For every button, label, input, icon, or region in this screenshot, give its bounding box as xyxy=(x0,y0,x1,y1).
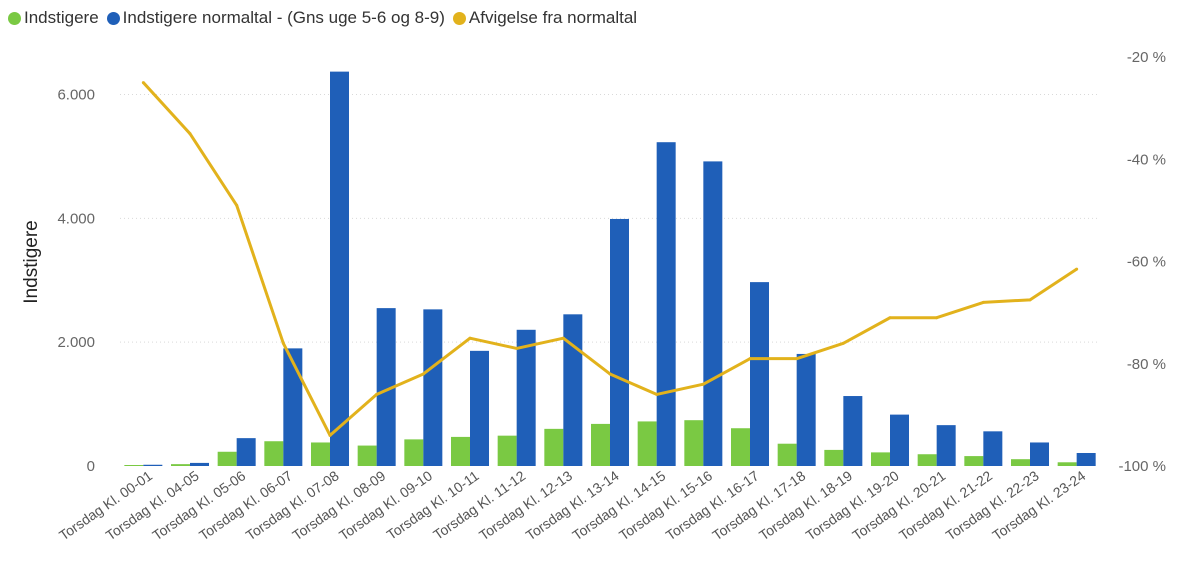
bar-1-1[interactable] xyxy=(171,464,190,466)
y-tick-label-3: 6.000 xyxy=(57,87,95,104)
legend-marker-1 xyxy=(8,11,21,25)
bar-1-3[interactable] xyxy=(264,441,284,466)
line-point-8[interactable] xyxy=(515,346,519,350)
bar-2-3[interactable] xyxy=(283,348,303,466)
line-point-19[interactable] xyxy=(1028,298,1032,302)
legend-label-1: Indstigere xyxy=(24,8,99,27)
legend-marker-3 xyxy=(452,11,466,25)
bar-2-2[interactable] xyxy=(236,438,256,466)
legend-item-3[interactable]: Afvigelse fra normaltal xyxy=(452,8,638,28)
y2-tick-label-0: -20 % xyxy=(1127,49,1166,66)
line-point-3[interactable] xyxy=(281,341,285,345)
bar-2-12[interactable] xyxy=(703,161,723,467)
bar-2-18[interactable] xyxy=(983,431,1003,466)
bar-1-12[interactable] xyxy=(684,420,704,466)
bar-2-4[interactable] xyxy=(330,71,349,466)
bars xyxy=(124,71,1096,467)
bar-1-18[interactable] xyxy=(964,456,984,466)
line-point-12[interactable] xyxy=(701,382,705,386)
gridlines xyxy=(120,94,1100,343)
bar-1-11[interactable] xyxy=(637,421,657,466)
bar-1-6[interactable] xyxy=(404,439,424,466)
bar-2-8[interactable] xyxy=(516,329,536,466)
line-point-13[interactable] xyxy=(748,357,752,361)
legend-label-2: Indstigere normaltal - (Gns uge 5-6 og 8… xyxy=(122,8,445,27)
bar-2-20[interactable] xyxy=(1076,452,1096,466)
bar-2-9[interactable] xyxy=(563,314,583,466)
line-point-7[interactable] xyxy=(468,336,472,340)
bar-1-16[interactable] xyxy=(871,452,890,466)
bar-1-4[interactable] xyxy=(311,442,330,466)
bar-1-13[interactable] xyxy=(731,428,750,466)
line-point-10[interactable] xyxy=(608,372,612,376)
line-point-16[interactable] xyxy=(888,316,892,320)
bar-2-11[interactable] xyxy=(656,142,676,466)
y2-tick-label-4: -100 % xyxy=(1118,458,1166,475)
deviation-line xyxy=(141,81,1079,437)
bar-1-7[interactable] xyxy=(451,436,470,466)
bar-1-10[interactable] xyxy=(591,423,610,466)
line-point-0[interactable] xyxy=(141,81,145,85)
right-axis: -20 % -40 % -60 % -80 % -100 % xyxy=(1118,49,1166,475)
legend-item-2[interactable]: Indstigere normaltal - (Gns uge 5-6 og 8… xyxy=(106,8,445,28)
bar-2-6[interactable] xyxy=(423,309,443,466)
bar-2-17[interactable] xyxy=(936,425,956,466)
bar-2-19[interactable] xyxy=(1030,442,1049,466)
bar-1-5[interactable] xyxy=(357,445,377,466)
bar-2-13[interactable] xyxy=(750,282,769,466)
bar-1-17[interactable] xyxy=(917,454,937,466)
line-point-11[interactable] xyxy=(655,392,659,396)
line-point-20[interactable] xyxy=(1075,267,1079,271)
line-point-1[interactable] xyxy=(188,132,192,136)
bar-2-5[interactable] xyxy=(376,308,396,466)
bar-2-10[interactable] xyxy=(610,218,629,466)
line-point-15[interactable] xyxy=(841,341,845,345)
bar-1-19[interactable] xyxy=(1011,459,1030,466)
bar-2-1[interactable] xyxy=(190,462,209,466)
y2-tick-label-3: -80 % xyxy=(1127,356,1166,373)
y-tick-label-2: 4.000 xyxy=(57,210,95,227)
y-tick-label-0: 0 xyxy=(87,458,95,475)
line-point-6[interactable] xyxy=(421,372,425,376)
bar-1-14[interactable] xyxy=(777,443,797,466)
bar-2-0[interactable] xyxy=(143,464,163,466)
line-point-14[interactable] xyxy=(795,357,799,361)
y-axis-title: Indstigere xyxy=(21,220,42,303)
bar-1-20[interactable] xyxy=(1057,462,1077,466)
line-point-18[interactable] xyxy=(981,300,985,304)
bar-1-2[interactable] xyxy=(217,451,237,466)
legend-item-1[interactable]: Indstigere xyxy=(8,8,99,28)
left-axis: 0 2.000 4.000 6.000 xyxy=(57,87,95,475)
line-point-2[interactable] xyxy=(235,203,239,207)
legend-marker-2 xyxy=(106,11,120,25)
bar-2-16[interactable] xyxy=(890,414,909,466)
bar-1-8[interactable] xyxy=(497,435,517,466)
bar-2-14[interactable] xyxy=(796,353,816,466)
y2-tick-label-2: -60 % xyxy=(1127,254,1166,271)
bar-1-0[interactable] xyxy=(124,465,144,466)
line-point-5[interactable] xyxy=(375,392,379,396)
bar-2-15[interactable] xyxy=(843,396,863,466)
legend: Indstigere Indstigere normaltal - (Gns ug… xyxy=(8,6,645,30)
y2-tick-label-1: -40 % xyxy=(1127,151,1166,168)
y-tick-label-1: 2.000 xyxy=(57,334,95,351)
bar-1-9[interactable] xyxy=(544,428,564,466)
bar-1-15[interactable] xyxy=(824,449,844,466)
line-point-9[interactable] xyxy=(561,336,565,340)
line-point-17[interactable] xyxy=(935,316,939,320)
legend-label-3: Afvigelse fra normaltal xyxy=(468,8,638,27)
line-point-4[interactable] xyxy=(328,433,332,437)
bar-2-7[interactable] xyxy=(470,350,489,466)
